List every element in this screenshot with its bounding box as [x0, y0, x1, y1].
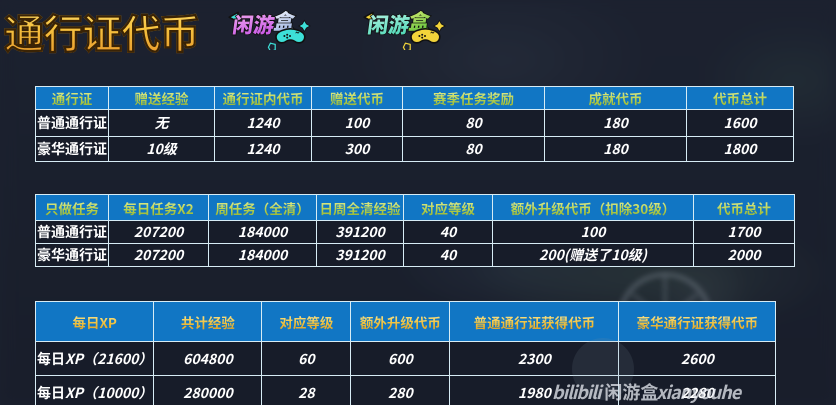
svg-text:闲游: 闲游	[366, 10, 412, 40]
svg-text:闲游: 闲游	[231, 10, 277, 40]
